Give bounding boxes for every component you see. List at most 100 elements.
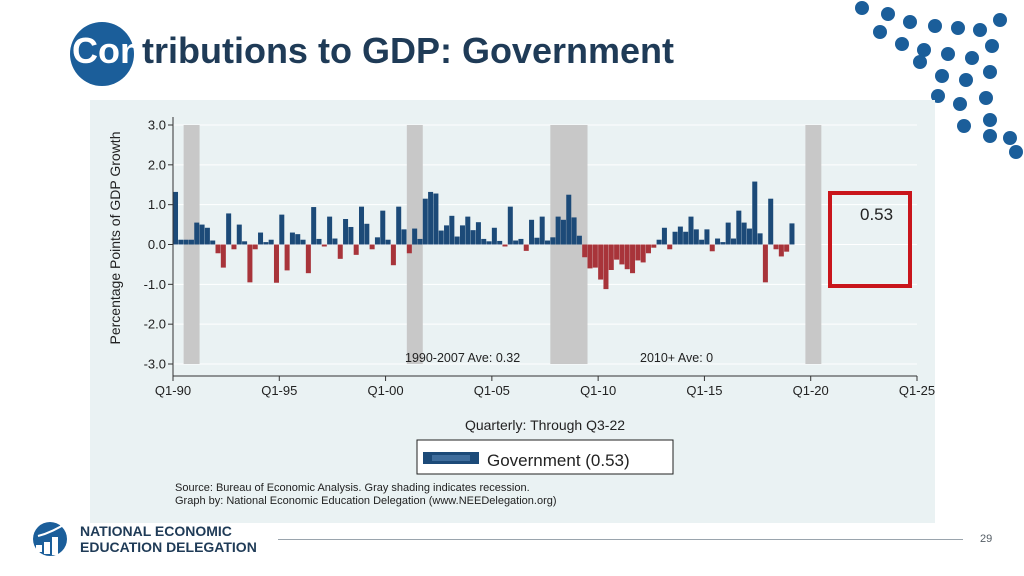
- bar-positive: [412, 228, 418, 245]
- organization-name-line-1: NATIONAL ECONOMIC: [80, 523, 232, 539]
- bar-negative: [582, 244, 588, 258]
- bar-positive: [279, 214, 285, 245]
- y-tick-layer: 3.0 2.0 1.0 0.0 -1.0 -2.0 -3.0: [144, 118, 173, 372]
- bar-negative: [762, 244, 768, 283]
- bar-positive: [677, 226, 683, 245]
- y-tick-label: 0.0: [148, 237, 166, 252]
- bar-positive: [725, 222, 731, 245]
- decorative-dot: [913, 55, 927, 69]
- decorative-dot: [979, 91, 993, 105]
- bar-positive: [194, 222, 200, 245]
- legend-label: Government (0.53): [487, 451, 630, 470]
- bar-negative: [390, 244, 396, 266]
- decorative-dot: [931, 89, 945, 103]
- bar-negative: [667, 244, 673, 250]
- bar-positive: [438, 230, 444, 245]
- decorative-dot: [855, 1, 869, 15]
- bar-positive: [364, 223, 370, 245]
- bar-positive: [731, 238, 737, 245]
- bar-positive: [768, 198, 774, 245]
- bar-negative: [709, 244, 715, 252]
- decorative-dot: [985, 39, 999, 53]
- bar-negative: [635, 244, 641, 261]
- bar-negative: [273, 244, 279, 283]
- y-tick-label: -2.0: [144, 317, 166, 332]
- bar-positive: [720, 242, 726, 245]
- decorative-dot: [959, 73, 973, 87]
- recession-band: [805, 125, 822, 364]
- bar-positive: [295, 234, 301, 245]
- bar-layer: [173, 181, 795, 290]
- bar-positive: [497, 240, 503, 245]
- bar-positive: [459, 225, 465, 245]
- x-tick-label: Q1-00: [368, 383, 404, 398]
- bar-positive: [566, 194, 572, 245]
- bar-positive: [470, 230, 476, 245]
- bar-negative: [321, 244, 327, 247]
- bar-positive: [545, 240, 551, 245]
- bar-positive: [661, 227, 667, 245]
- page-number: 29: [980, 533, 993, 545]
- bar-positive: [316, 238, 322, 245]
- bar-positive: [385, 239, 391, 245]
- bar-positive: [396, 206, 402, 245]
- bar-positive: [374, 237, 380, 245]
- bar-positive: [300, 239, 306, 245]
- bar-positive: [555, 216, 561, 245]
- bar-positive: [311, 207, 317, 245]
- bar-positive: [289, 232, 295, 245]
- bar-negative: [619, 244, 625, 265]
- bar-negative: [231, 244, 237, 250]
- bar-positive: [258, 232, 264, 245]
- bar-positive: [380, 210, 386, 245]
- bar-positive: [513, 240, 519, 245]
- bar-positive: [736, 210, 742, 245]
- title-part-2: tributions to GDP: Government: [141, 30, 674, 71]
- decorative-dot: [973, 23, 987, 37]
- bar-negative: [353, 244, 359, 255]
- bar-positive: [491, 227, 497, 245]
- organization-name-line-2: EDUCATION DELEGATION: [80, 539, 257, 555]
- decorative-dot: [957, 119, 971, 133]
- bar-negative: [651, 244, 657, 248]
- y-axis-label: Percentage Points of GDP Growth: [107, 132, 123, 345]
- bar-negative: [252, 244, 258, 250]
- bar-positive: [178, 239, 184, 245]
- bar-positive: [183, 239, 189, 245]
- decorative-dot: [935, 69, 949, 83]
- bar-positive: [699, 239, 705, 245]
- x-tick-layer: Q1-90 Q1-95 Q1-00 Q1-05 Q1-10 Q1-15 Q1-20 Q1-25: [155, 376, 935, 398]
- source-note-line-1: Source: Bureau of Economic Analysis. Gra…: [175, 482, 530, 494]
- bar-negative: [369, 244, 375, 250]
- bar-positive: [465, 216, 471, 245]
- bar-negative: [284, 244, 290, 271]
- bar-positive: [226, 213, 232, 245]
- decorative-dot: [983, 113, 997, 127]
- grid-layer: [173, 124, 917, 365]
- y-tick-label: -1.0: [144, 277, 166, 292]
- bar-negative: [645, 244, 651, 254]
- globe-logo-icon: [33, 521, 69, 556]
- decorative-dot: [983, 65, 997, 79]
- bar-positive: [757, 233, 763, 245]
- decorative-dot: [903, 15, 917, 29]
- source-note-line-2: Graph by: National Economic Education De…: [175, 495, 557, 507]
- title-part-1: Con: [72, 30, 142, 71]
- bar-positive: [688, 216, 694, 245]
- bar-positive: [236, 224, 242, 245]
- bar-positive: [210, 240, 216, 245]
- x-tick-label: Q1-10: [580, 383, 616, 398]
- bar-positive: [672, 231, 678, 245]
- highlight-box: [828, 191, 912, 288]
- y-tick-label: 2.0: [148, 157, 166, 172]
- bar-positive: [173, 191, 179, 245]
- bar-positive: [327, 216, 333, 245]
- bar-positive: [422, 198, 428, 245]
- bar-negative: [784, 244, 790, 252]
- bar-negative: [614, 244, 620, 260]
- bar-positive: [576, 235, 582, 245]
- x-tick-label: Q1-15: [686, 383, 722, 398]
- bar-negative: [598, 244, 604, 280]
- bar-positive: [704, 229, 710, 245]
- bar-negative: [523, 244, 529, 251]
